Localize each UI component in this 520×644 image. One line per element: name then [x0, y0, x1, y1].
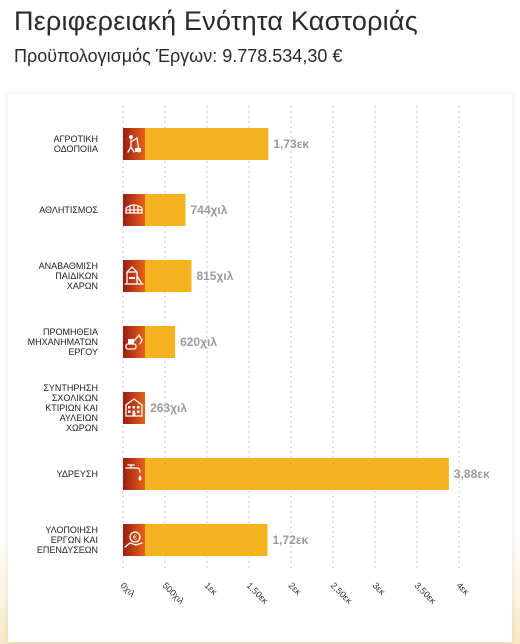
data-label: 815χιλ	[196, 269, 233, 283]
x-axis-ticks: 0χιλ 500χιλ 1εκ 1,50εκ 2εκ 2,50εκ 3εκ 3,50εκ 4εκ	[119, 580, 472, 606]
category-label: ΠΡΟΜΗΘΕΙΑ ΜΗΧΑΝΗΜΑΤΩΝ ΕΡΓΟΥ	[28, 327, 98, 357]
bar-row	[123, 326, 176, 358]
x-tick-label: 500χιλ	[161, 580, 187, 606]
bar-row	[123, 260, 192, 292]
x-tick-label: 1,50εκ	[245, 580, 271, 606]
stadium-icon	[123, 194, 145, 226]
chart-panel: € ΑΓΡΟΤΙΚΗ ΟΔΟΠΟΙΙΑ ΑΘΛΗΤΙΣΜΟΣ ΑΝΑΒΑΘΜΙΣΗ ΠΑ…	[8, 94, 512, 642]
bar	[123, 458, 449, 490]
x-tick-label: 1εκ	[203, 580, 220, 597]
data-label: 263χιλ	[150, 401, 187, 415]
bar	[123, 128, 269, 160]
bar-row: €	[123, 524, 268, 556]
data-label: 744χιλ	[190, 203, 227, 217]
category-label: ΑΓΡΟΤΙΚΗ ΟΔΟΠΟΙΙΑ	[54, 134, 98, 154]
budget-subtitle: Προϋπολογισμός Έργων: 9.778.534,30 €	[14, 46, 343, 66]
x-tick-label: 2,50εκ	[329, 580, 355, 606]
data-label: 1,73εκ	[273, 137, 309, 151]
category-label: ΣΥΝΤΗΡΗΣΗ ΣΧΟΛΙΚΩΝ ΚΤΙΡΙΩΝ ΚΑΙ ΑΥΛΕΙΩΝ ΧΩΡΩΝ	[43, 383, 98, 433]
bars: €	[123, 128, 449, 556]
playground-icon	[123, 260, 145, 292]
water-tap-icon	[123, 458, 145, 490]
data-label: 1,72εκ	[272, 533, 308, 547]
value-labels: 1,73εκ 744χιλ 815χιλ 620χιλ 263χιλ 3,88εκ 1,72…	[150, 137, 490, 547]
school-building-icon	[123, 392, 145, 424]
bar-row	[123, 194, 186, 226]
svg-text:€: €	[133, 534, 137, 542]
data-label: 3,88εκ	[454, 467, 490, 481]
category-labels: ΑΓΡΟΤΙΚΗ ΟΔΟΠΟΙΙΑ ΑΘΛΗΤΙΣΜΟΣ ΑΝΑΒΑΘΜΙΣΗ ΠΑΙΔ…	[28, 134, 99, 555]
x-tick-label: 4εκ	[455, 580, 472, 597]
investment-hand-icon: €	[123, 524, 145, 556]
data-label: 620χιλ	[180, 335, 217, 349]
bar	[123, 524, 268, 556]
category-label: ΑΘΛΗΤΙΣΜΟΣ	[39, 205, 98, 215]
bar-row	[123, 392, 146, 424]
page-title: Περιφερειακή Ενότητα Καστοριάς	[14, 6, 418, 36]
bar-chart: € ΑΓΡΟΤΙΚΗ ΟΔΟΠΟΙΙΑ ΑΘΛΗΤΙΣΜΟΣ ΑΝΑΒΑΘΜΙΣΗ ΠΑ…	[28, 106, 490, 606]
x-tick-label: 2εκ	[287, 580, 304, 597]
excavator-icon	[123, 326, 145, 358]
x-tick-label: 3,50εκ	[413, 580, 439, 606]
category-label: ΥΔΡΕΥΣΗ	[57, 469, 98, 479]
category-label: ΥΛΟΠΟΙΗΣΗ ΕΡΓΩΝ ΚΑΙ ΕΠΕΝΔΥΣΕΩΝ	[37, 525, 98, 555]
category-label: ΑΝΑΒΑΘΜΙΣΗ ΠΑΙΔΙΚΩΝ ΧΑΡΩΝ	[39, 261, 98, 291]
x-tick-label: 0χιλ	[119, 580, 138, 599]
road-worker-icon	[123, 128, 145, 160]
x-tick-label: 3εκ	[371, 580, 388, 597]
bar-row	[123, 128, 269, 160]
bar-row	[123, 458, 449, 490]
